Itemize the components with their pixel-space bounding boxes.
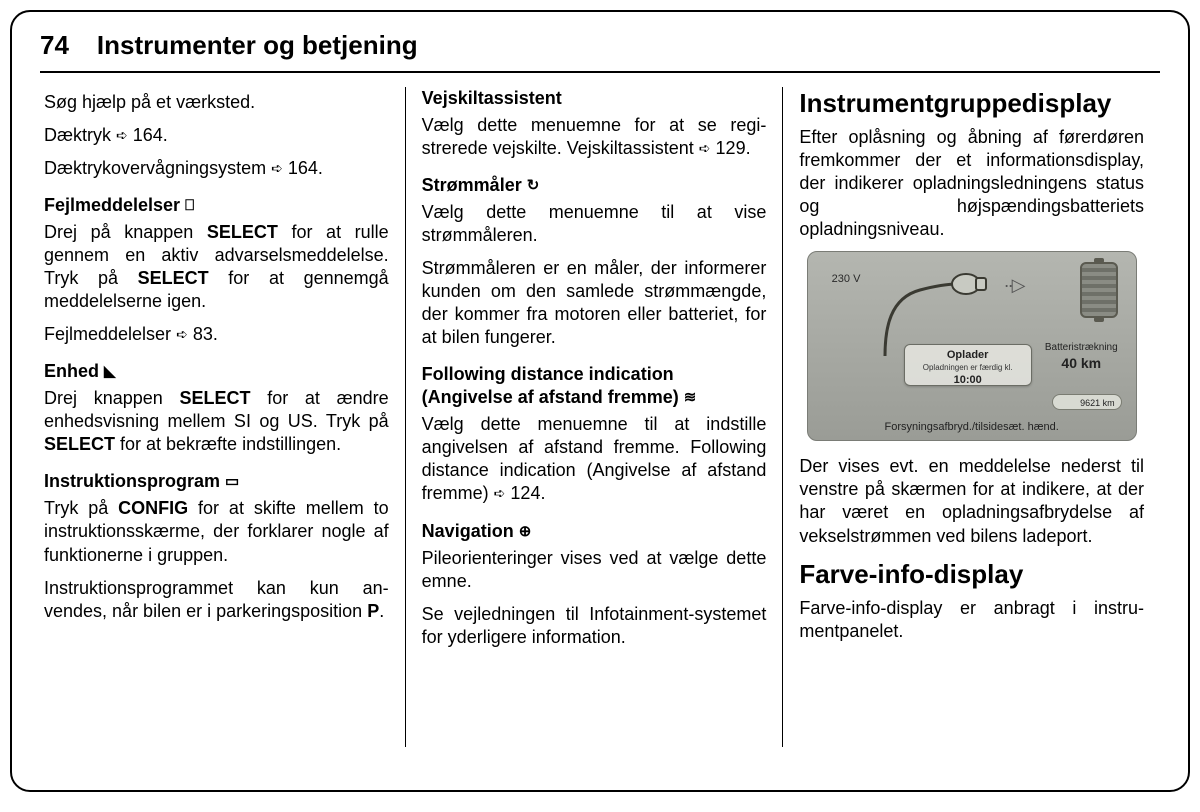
page-header: 74 Instrumenter og betjening — [40, 30, 1160, 71]
column-2: Vejskiltassistent Vælg dette menuemne fo… — [405, 87, 783, 747]
c3-p2: Der vises evt. en meddelelse nederst til… — [799, 455, 1144, 547]
c1-p3-ref: 164. — [288, 158, 323, 178]
c1-s3-p2-c: . — [379, 601, 384, 621]
display-odometer: 9621 km — [1052, 394, 1122, 410]
c2-s4-title: Navigation ⊕ — [422, 520, 767, 543]
status-box-l2: Opladningen er færdig kl. — [905, 363, 1031, 373]
c1-s2-title-text: Enhed — [44, 361, 99, 381]
select-label: SELECT — [44, 434, 115, 454]
c1-p2-ref: 164. — [133, 125, 168, 145]
page-number: 74 — [40, 30, 69, 61]
c1-s1-ref-pre: Fejlmeddelelser — [44, 324, 176, 344]
c1-p1: Søg hjælp på et værksted. — [44, 91, 389, 114]
manual-page: 74 Instrumenter og betjening Søg hjælp p… — [10, 10, 1190, 792]
page-ref-icon: ➪ — [494, 485, 506, 501]
c2-s2-body2: Strømmåleren er en måler, der infor­mere… — [422, 257, 767, 349]
c1-s3-title-text: Instruktionsprogram — [44, 471, 220, 491]
display-arrow-icon: ··▷ — [1004, 274, 1024, 297]
c1-s1-title-text: Fejlmeddelelser — [44, 195, 180, 215]
c2-s3-ref: 124. — [510, 483, 545, 503]
c2-s2-body1: Vælg dette menuemne til at vise strømmål… — [422, 201, 767, 247]
column-1: Søg hjælp på et værksted. Dæktryk ➪ 164.… — [40, 87, 405, 747]
nav-icon: ⊕ — [519, 523, 532, 540]
c2-s3-title-text: Following distance indication (Angivelse… — [422, 364, 679, 407]
select-label: SELECT — [179, 388, 250, 408]
select-label: SELECT — [138, 268, 209, 288]
c2-s3-body: Vælg dette menuemne til at indstille ang… — [422, 413, 767, 505]
c1-s1-ref-num: 83. — [193, 324, 218, 344]
c2-s1-ref: 129. — [716, 138, 751, 158]
page-ref-icon: ➪ — [699, 140, 711, 156]
c1-s3-title: Instruktionsprogram ▭ — [44, 470, 389, 493]
tutorial-icon: ▭ — [225, 473, 239, 490]
c1-p2: Dæktryk ➪ 164. — [44, 124, 389, 147]
c1-s1-title: Fejlmeddelelser ⎕ — [44, 194, 389, 217]
display-status-box: Oplader Opladningen er færdig kl. 10:00 — [904, 344, 1032, 386]
config-label: CONFIG — [118, 498, 188, 518]
c1-p2-pre: Dæktryk — [44, 125, 116, 145]
c3-p3: Farve-info-display er anbragt i instru­m… — [799, 597, 1144, 643]
c1-p3: Dæktrykovervågningsystem ➪ 164. — [44, 157, 389, 180]
c3-h2: Farve-info-display — [799, 558, 1144, 591]
c2-s4-body1: Pileorienteringer vises ved at vælge det… — [422, 547, 767, 593]
c1-s3-p2: Instruktionsprogrammet kan kun an­vendes… — [44, 577, 389, 623]
c2-s1-body: Vælg dette menuemne for at se regi­strer… — [422, 114, 767, 160]
c2-s3-text: Vælg dette menuemne til at indstille ang… — [422, 414, 767, 503]
display-footer: Forsyningsafbryd./tilsidesæt. hænd. — [808, 420, 1136, 434]
warning-icon: ⎕ — [185, 197, 194, 214]
status-box-l3: 10:00 — [905, 373, 1031, 387]
c2-s4-body2: Se vejledningen til Infotainment-sy­stem… — [422, 603, 767, 649]
c2-s4-title-text: Navigation — [422, 521, 514, 541]
c1-s2-title: Enhed ◣ — [44, 360, 389, 383]
c1-s2-a: Drej knappen — [44, 388, 179, 408]
power-icon: ↻ — [527, 177, 540, 194]
status-box-l1: Oplader — [905, 348, 1031, 362]
c1-s3-p2-a: Instruktionsprogrammet kan kun an­vendes… — [44, 578, 389, 621]
c3-h1: Instrumentgruppedisplay — [799, 87, 1144, 120]
c2-s3-title: Following distance indication (Angivelse… — [422, 363, 767, 409]
c1-s3-a: Tryk på — [44, 498, 118, 518]
select-label: SELECT — [207, 222, 278, 242]
c1-p3-pre: Dæktrykovervågningsystem — [44, 158, 271, 178]
display-range: Batteristrækning 40 km — [1045, 342, 1118, 373]
c1-s2-body: Drej knappen SELECT for at ændre enhedsv… — [44, 387, 389, 456]
chapter-title: Instrumenter og betjening — [97, 30, 418, 61]
content-columns: Søg hjælp på et værksted. Dæktryk ➪ 164.… — [40, 87, 1160, 747]
c2-s2-title: Strømmåler ↻ — [422, 174, 767, 197]
c1-s3-body: Tryk på CONFIG for at skifte mellem to i… — [44, 497, 389, 566]
c1-s1-a: Drej på knappen — [44, 222, 207, 242]
c1-s1-body: Drej på knappen SELECT for at rulle genn… — [44, 221, 389, 313]
c1-s2-c: for at bekræfte indstilling­en. — [115, 434, 341, 454]
c2-s2-title-text: Strømmåler — [422, 175, 522, 195]
page-ref-icon: ➪ — [176, 326, 188, 342]
range-value: 40 km — [1045, 355, 1118, 373]
display-voltage: 230 V — [832, 272, 861, 286]
battery-coil-icon — [1080, 262, 1118, 318]
distance-icon: ≋ — [684, 389, 697, 406]
unit-icon: ◣ — [104, 363, 116, 380]
page-ref-icon: ➪ — [271, 160, 283, 176]
charging-display-illustration: 230 V ··▷ Oplader Opladningen er færdig … — [807, 251, 1137, 441]
page-ref-icon: ➪ — [116, 127, 128, 143]
c2-s1-title: Vejskiltassistent — [422, 87, 767, 110]
c1-s1-ref: Fejlmeddelelser ➪ 83. — [44, 323, 389, 346]
park-label: P — [367, 601, 379, 621]
c3-p1: Efter oplåsning og åbning af førerdø­ren… — [799, 126, 1144, 241]
header-rule — [40, 71, 1160, 73]
range-label: Batteristrækning — [1045, 342, 1118, 355]
column-3: Instrumentgruppedisplay Efter oplåsning … — [782, 87, 1160, 747]
